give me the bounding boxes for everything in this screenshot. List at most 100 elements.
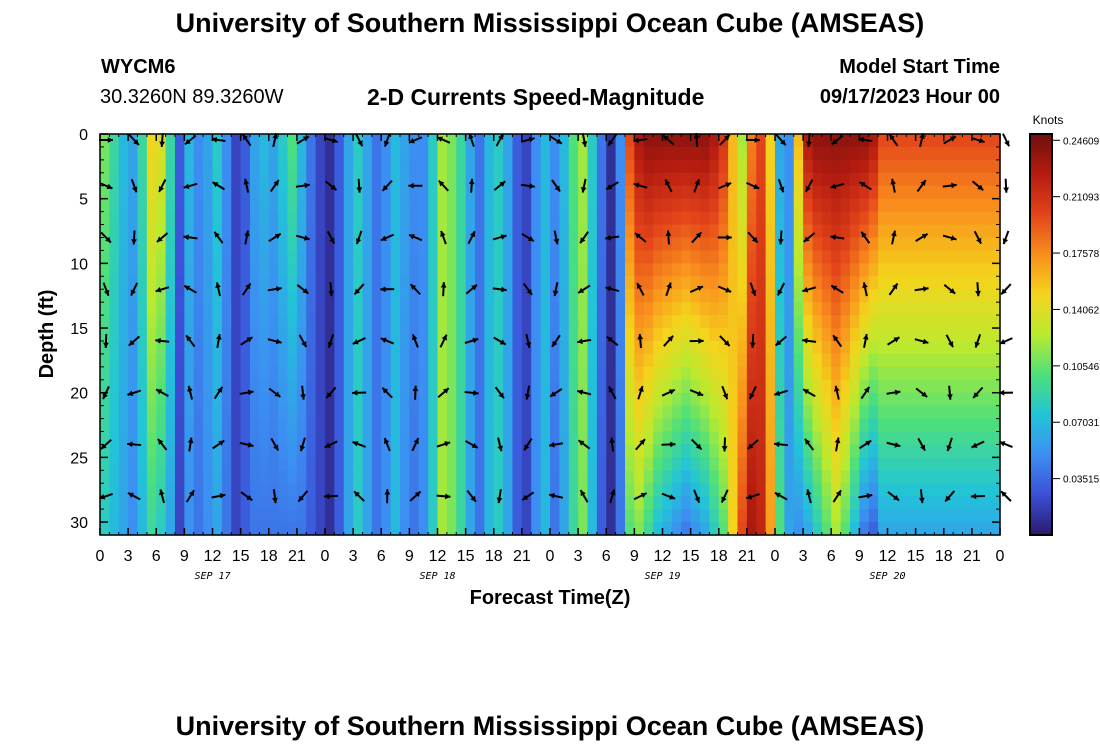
current-arrow xyxy=(551,179,561,193)
heatmap-cell xyxy=(287,328,298,342)
heatmap-cell xyxy=(250,263,260,277)
current-arrow xyxy=(103,333,109,348)
current-arrow xyxy=(411,334,419,348)
heatmap-cell xyxy=(137,392,148,407)
heatmap-cell xyxy=(409,444,420,458)
heatmap-cell xyxy=(278,431,289,446)
heatmap-cell xyxy=(812,172,823,187)
heatmap-cell xyxy=(746,353,757,368)
current-arrow xyxy=(467,230,476,245)
heatmap-cell xyxy=(615,328,626,342)
heatmap-cell xyxy=(175,444,185,458)
heatmap-cell xyxy=(175,185,185,200)
heatmap-cell xyxy=(465,302,476,316)
heatmap-cell xyxy=(625,146,635,161)
heatmap-cell xyxy=(615,146,626,161)
heatmap-cell xyxy=(212,224,223,239)
heatmap-cell xyxy=(221,457,232,471)
heatmap-cell xyxy=(746,418,757,433)
heatmap-cell xyxy=(512,444,523,458)
current-arrow xyxy=(915,387,928,398)
heatmap-cell xyxy=(793,392,804,407)
heatmap-cell xyxy=(146,224,157,239)
heatmap-cell xyxy=(268,431,279,446)
heatmap-cell xyxy=(662,392,673,407)
heatmap-cell xyxy=(784,405,795,420)
heatmap-cell xyxy=(418,328,429,342)
heatmap-cell xyxy=(878,340,1001,355)
heatmap-cell xyxy=(146,457,157,471)
heatmap-cell xyxy=(718,211,729,226)
heatmap-cell xyxy=(690,185,701,200)
heatmap-cell xyxy=(325,172,335,187)
heatmap-cell xyxy=(540,509,551,523)
heatmap-cell xyxy=(343,315,354,329)
heatmap-cell xyxy=(259,366,270,381)
heatmap-cell xyxy=(568,250,579,264)
current-arrow xyxy=(860,231,871,244)
heatmap-cell xyxy=(315,302,326,316)
current-arrow xyxy=(858,439,872,450)
heatmap-cell xyxy=(775,470,785,484)
heatmap-cell xyxy=(231,418,242,433)
heatmap-cell xyxy=(100,431,110,446)
heatmap-cell xyxy=(521,159,532,174)
heatmap-cell xyxy=(746,444,757,458)
heatmap-cell xyxy=(503,146,514,161)
heatmap-cell xyxy=(784,431,795,446)
heatmap-cell xyxy=(718,289,729,303)
heatmap-cell xyxy=(587,263,598,277)
heatmap-cell xyxy=(606,379,617,394)
heatmap-cell xyxy=(878,328,1001,342)
heatmap-cell xyxy=(634,211,645,226)
current-arrow xyxy=(605,234,620,241)
heatmap-cell xyxy=(428,392,439,407)
heatmap-cell xyxy=(343,418,354,433)
heatmap-cell xyxy=(203,340,214,355)
heatmap-cell xyxy=(193,483,204,497)
heatmap-cell xyxy=(625,366,635,381)
heatmap-cell xyxy=(756,509,767,523)
heatmap-cell xyxy=(353,315,364,329)
heatmap-cell xyxy=(596,496,607,510)
heatmap-cell xyxy=(728,198,739,213)
heatmap-cell xyxy=(212,185,223,200)
heatmap-cell xyxy=(128,276,139,290)
heatmap-cell xyxy=(390,185,401,200)
heatmap-cell xyxy=(475,353,485,368)
heatmap-cell xyxy=(850,328,860,342)
heatmap-cell xyxy=(287,366,298,381)
heatmap-cell xyxy=(250,379,260,394)
heatmap-cell xyxy=(831,496,842,510)
heatmap-cell xyxy=(268,250,279,264)
heatmap-cell xyxy=(700,159,710,174)
current-arrow xyxy=(525,333,532,349)
heatmap-cell xyxy=(643,431,654,446)
heatmap-cell xyxy=(756,185,767,200)
heatmap-cell xyxy=(456,302,467,316)
heatmap-cell xyxy=(493,379,504,394)
current-arrow xyxy=(1002,230,1010,245)
heatmap-cell xyxy=(550,211,560,226)
heatmap-cell xyxy=(437,496,448,510)
heatmap-cell xyxy=(606,302,617,316)
heatmap-cell xyxy=(268,496,279,510)
heatmap-cell xyxy=(653,146,664,161)
heatmap-cell xyxy=(212,250,223,264)
heatmap-cell xyxy=(409,431,420,446)
heatmap-cell xyxy=(615,405,626,420)
heatmap-cell xyxy=(100,444,110,458)
heatmap-cell xyxy=(475,457,485,471)
x-tick-label: 0 xyxy=(321,548,330,565)
heatmap-cell xyxy=(606,405,617,420)
heatmap-cell xyxy=(437,379,448,394)
heatmap-cell xyxy=(371,224,382,239)
heatmap-cell xyxy=(840,289,851,303)
heatmap-cell xyxy=(625,496,635,510)
heatmap-cell xyxy=(221,405,232,420)
current-arrow xyxy=(99,492,113,500)
current-arrow xyxy=(552,282,559,297)
heatmap-cell xyxy=(475,276,485,290)
heatmap-cell xyxy=(259,224,270,239)
heatmap-cell xyxy=(775,185,785,200)
